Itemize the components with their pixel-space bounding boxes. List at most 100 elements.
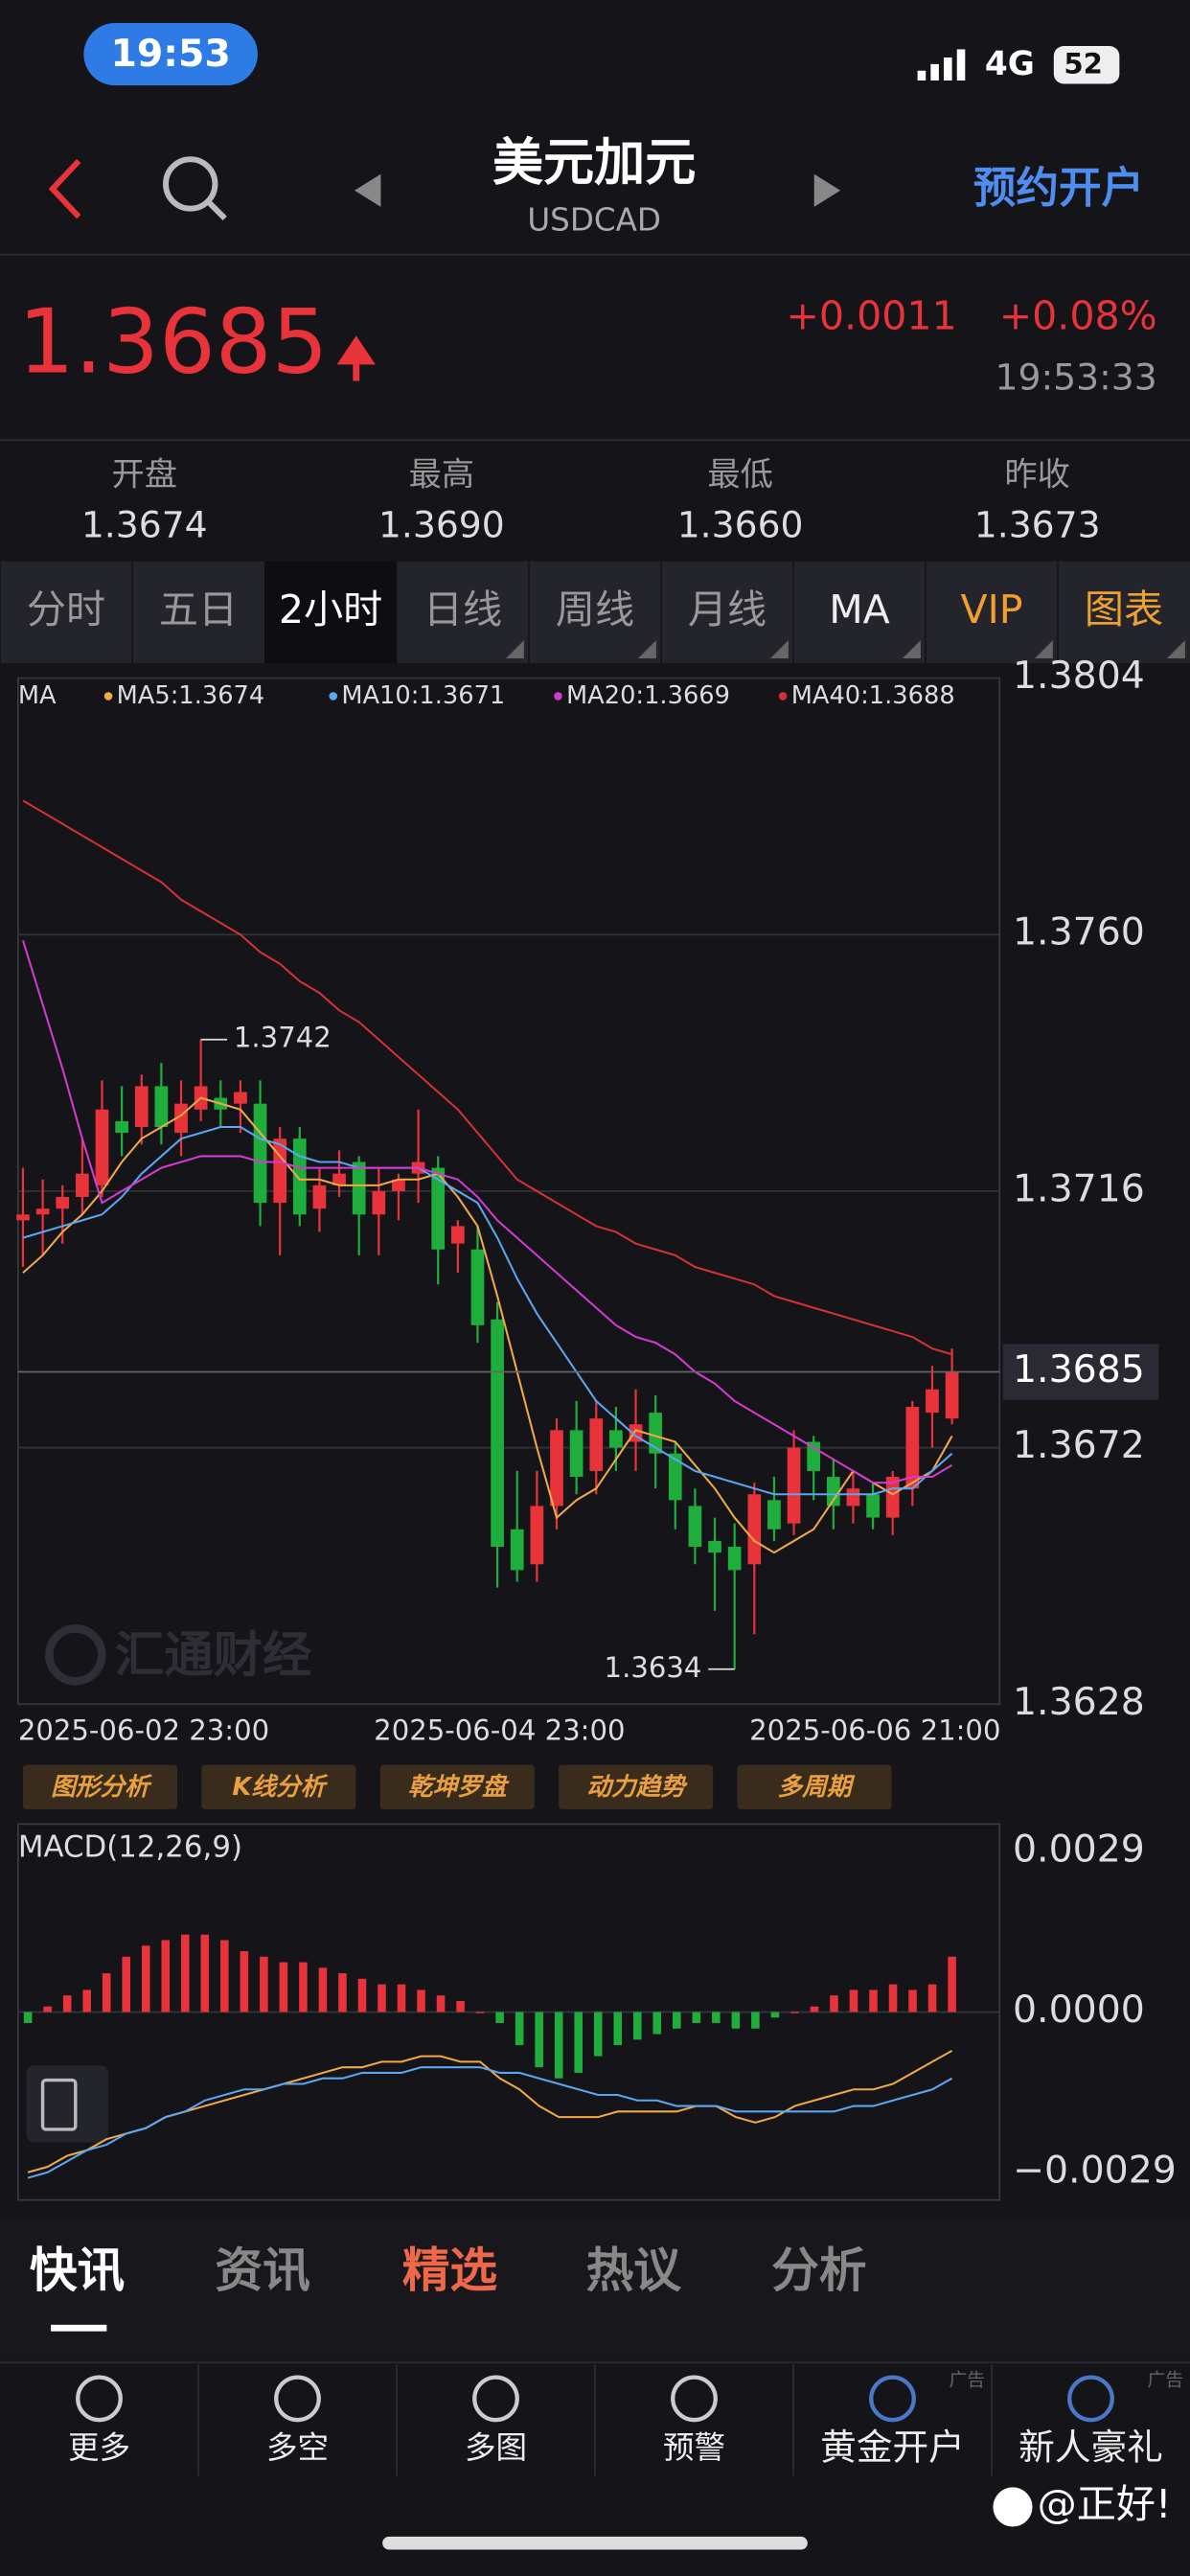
tab-corner	[1035, 640, 1053, 659]
macd-bar	[515, 2012, 524, 2046]
legend-label: MA20:1.3669	[566, 681, 730, 710]
macd-bar	[888, 1984, 898, 2012]
page-subtitle: USDCAD	[527, 201, 661, 238]
ad-tag: 广告	[1147, 2370, 1183, 2391]
min-label: 1.3634	[605, 1651, 702, 1684]
ma-line	[22, 1096, 953, 1554]
news-tab[interactable]: 热议	[586, 2242, 682, 2298]
stat-value: 1.3674	[81, 503, 208, 545]
active-underline	[51, 2324, 107, 2332]
nav-label[interactable]: 黄金开户	[820, 2426, 965, 2469]
plot: 1.3804 1.3760 1.3716 1.3672 1.3628 MA MA5:1.36…	[16, 654, 1177, 2192]
candle-body	[945, 1371, 959, 1419]
status-time: 19:53	[110, 32, 230, 76]
active-tab	[264, 561, 397, 664]
nav-label[interactable]: 多图	[465, 2429, 527, 2466]
tool-button[interactable]	[22, 1764, 178, 1809]
macd-bar	[279, 1962, 288, 2012]
news-tab[interactable]: 快讯	[30, 2242, 125, 2298]
macd-bar	[810, 2006, 819, 2012]
y-tick-label: 1.3672	[1013, 1423, 1145, 1467]
network: 4G	[985, 45, 1035, 83]
tool-label: 多周期	[778, 1773, 856, 1802]
watermark: 汇通财经	[115, 1626, 312, 1684]
ad-tag: 广告	[949, 2370, 985, 2391]
macd-bar	[554, 2012, 563, 2079]
news-tab[interactable]: 精选	[402, 2242, 498, 2298]
legend-title: MA	[18, 681, 57, 710]
back-button[interactable]	[48, 158, 81, 219]
macd-bar	[849, 1990, 858, 2012]
y-tick-label: −0.0029	[1013, 2148, 1177, 2192]
candle-body	[846, 1488, 860, 1506]
legend-label: MA40:1.3688	[791, 681, 955, 710]
macd-bar	[908, 1990, 917, 2012]
period-tab[interactable]: 2小时	[279, 586, 382, 632]
candle-body	[491, 1319, 504, 1548]
next-button[interactable]	[813, 173, 841, 207]
page-title: 美元加元	[492, 133, 696, 193]
nav-label[interactable]: 更多	[68, 2429, 130, 2466]
stat-label: 昨收	[1004, 455, 1070, 494]
candle-body	[56, 1197, 70, 1209]
rotate-button[interactable]	[26, 2065, 109, 2143]
news-tab-bar	[0, 2220, 1190, 2361]
y-tick-label: 0.0000	[1013, 1988, 1145, 2032]
macd-bar	[632, 2012, 642, 2040]
macd-bar	[574, 2012, 583, 2073]
period-tab[interactable]: MA	[829, 586, 890, 632]
candle-body	[470, 1249, 485, 1325]
nav-label[interactable]: 预警	[663, 2429, 725, 2466]
x-tick-label: 2025-06-06 21:00	[749, 1714, 1000, 1746]
period-tab[interactable]: 月线	[688, 586, 767, 632]
macd-bar	[652, 2012, 662, 2035]
macd-bar	[495, 2012, 504, 2024]
open-account-button[interactable]: 预约开户	[973, 163, 1144, 213]
tool-button[interactable]	[737, 1764, 892, 1809]
news-tab[interactable]: 分析	[771, 2242, 866, 2298]
nav-label[interactable]: 多空	[266, 2429, 329, 2466]
tool-button[interactable]	[201, 1764, 356, 1809]
ma-line	[22, 1125, 953, 1496]
candle-body	[866, 1494, 880, 1518]
stats-row: 开盘 1.3674 最高 1.3690 最低 1.3660 昨收 1.3673	[81, 455, 1101, 545]
period-tab[interactable]: 分时	[27, 586, 105, 632]
candle-body	[708, 1540, 721, 1553]
legend-dot	[778, 692, 788, 701]
macd-bar	[927, 1984, 937, 2012]
battery-level: 52	[1064, 48, 1103, 80]
stat-value: 1.3660	[677, 503, 804, 545]
macd-bar	[869, 1990, 878, 2012]
news-tabs: 快讯 资讯 精选 热议 分析	[30, 2242, 867, 2298]
home-indicator	[382, 2536, 808, 2550]
tool-buttons: 图形分析 K线分析 乾坤罗盘 动力趋势 多周期	[22, 1764, 892, 1809]
candle-body	[234, 1092, 247, 1104]
last-price-label: 1.3685	[1013, 1347, 1145, 1392]
period-tab[interactable]: 日线	[423, 586, 502, 632]
period-tab[interactable]: 五日	[159, 586, 238, 632]
up-arrow	[336, 335, 376, 381]
nav-label[interactable]: 新人豪礼	[1018, 2426, 1163, 2469]
candle-body	[550, 1430, 563, 1506]
macd-bar	[23, 2012, 33, 2024]
period-tab[interactable]: VIP	[960, 586, 1022, 632]
search-button[interactable]	[163, 156, 227, 221]
macd-bar	[200, 1934, 210, 2012]
tool-button[interactable]	[559, 1764, 714, 1809]
tool-button[interactable]	[379, 1764, 535, 1809]
macd-bar	[378, 1984, 386, 2012]
macd-bar	[456, 2000, 465, 2012]
news-tab[interactable]: 资讯	[215, 2242, 309, 2298]
legend-dot	[103, 692, 113, 701]
macd-bar	[692, 2012, 701, 2024]
candle-body	[450, 1226, 465, 1244]
period-tab[interactable]: 周线	[556, 586, 634, 632]
candle-body	[807, 1441, 821, 1471]
prev-button[interactable]	[355, 173, 381, 207]
period-tab[interactable]: 图表	[1085, 586, 1163, 632]
max-label: 1.3742	[234, 1022, 332, 1054]
